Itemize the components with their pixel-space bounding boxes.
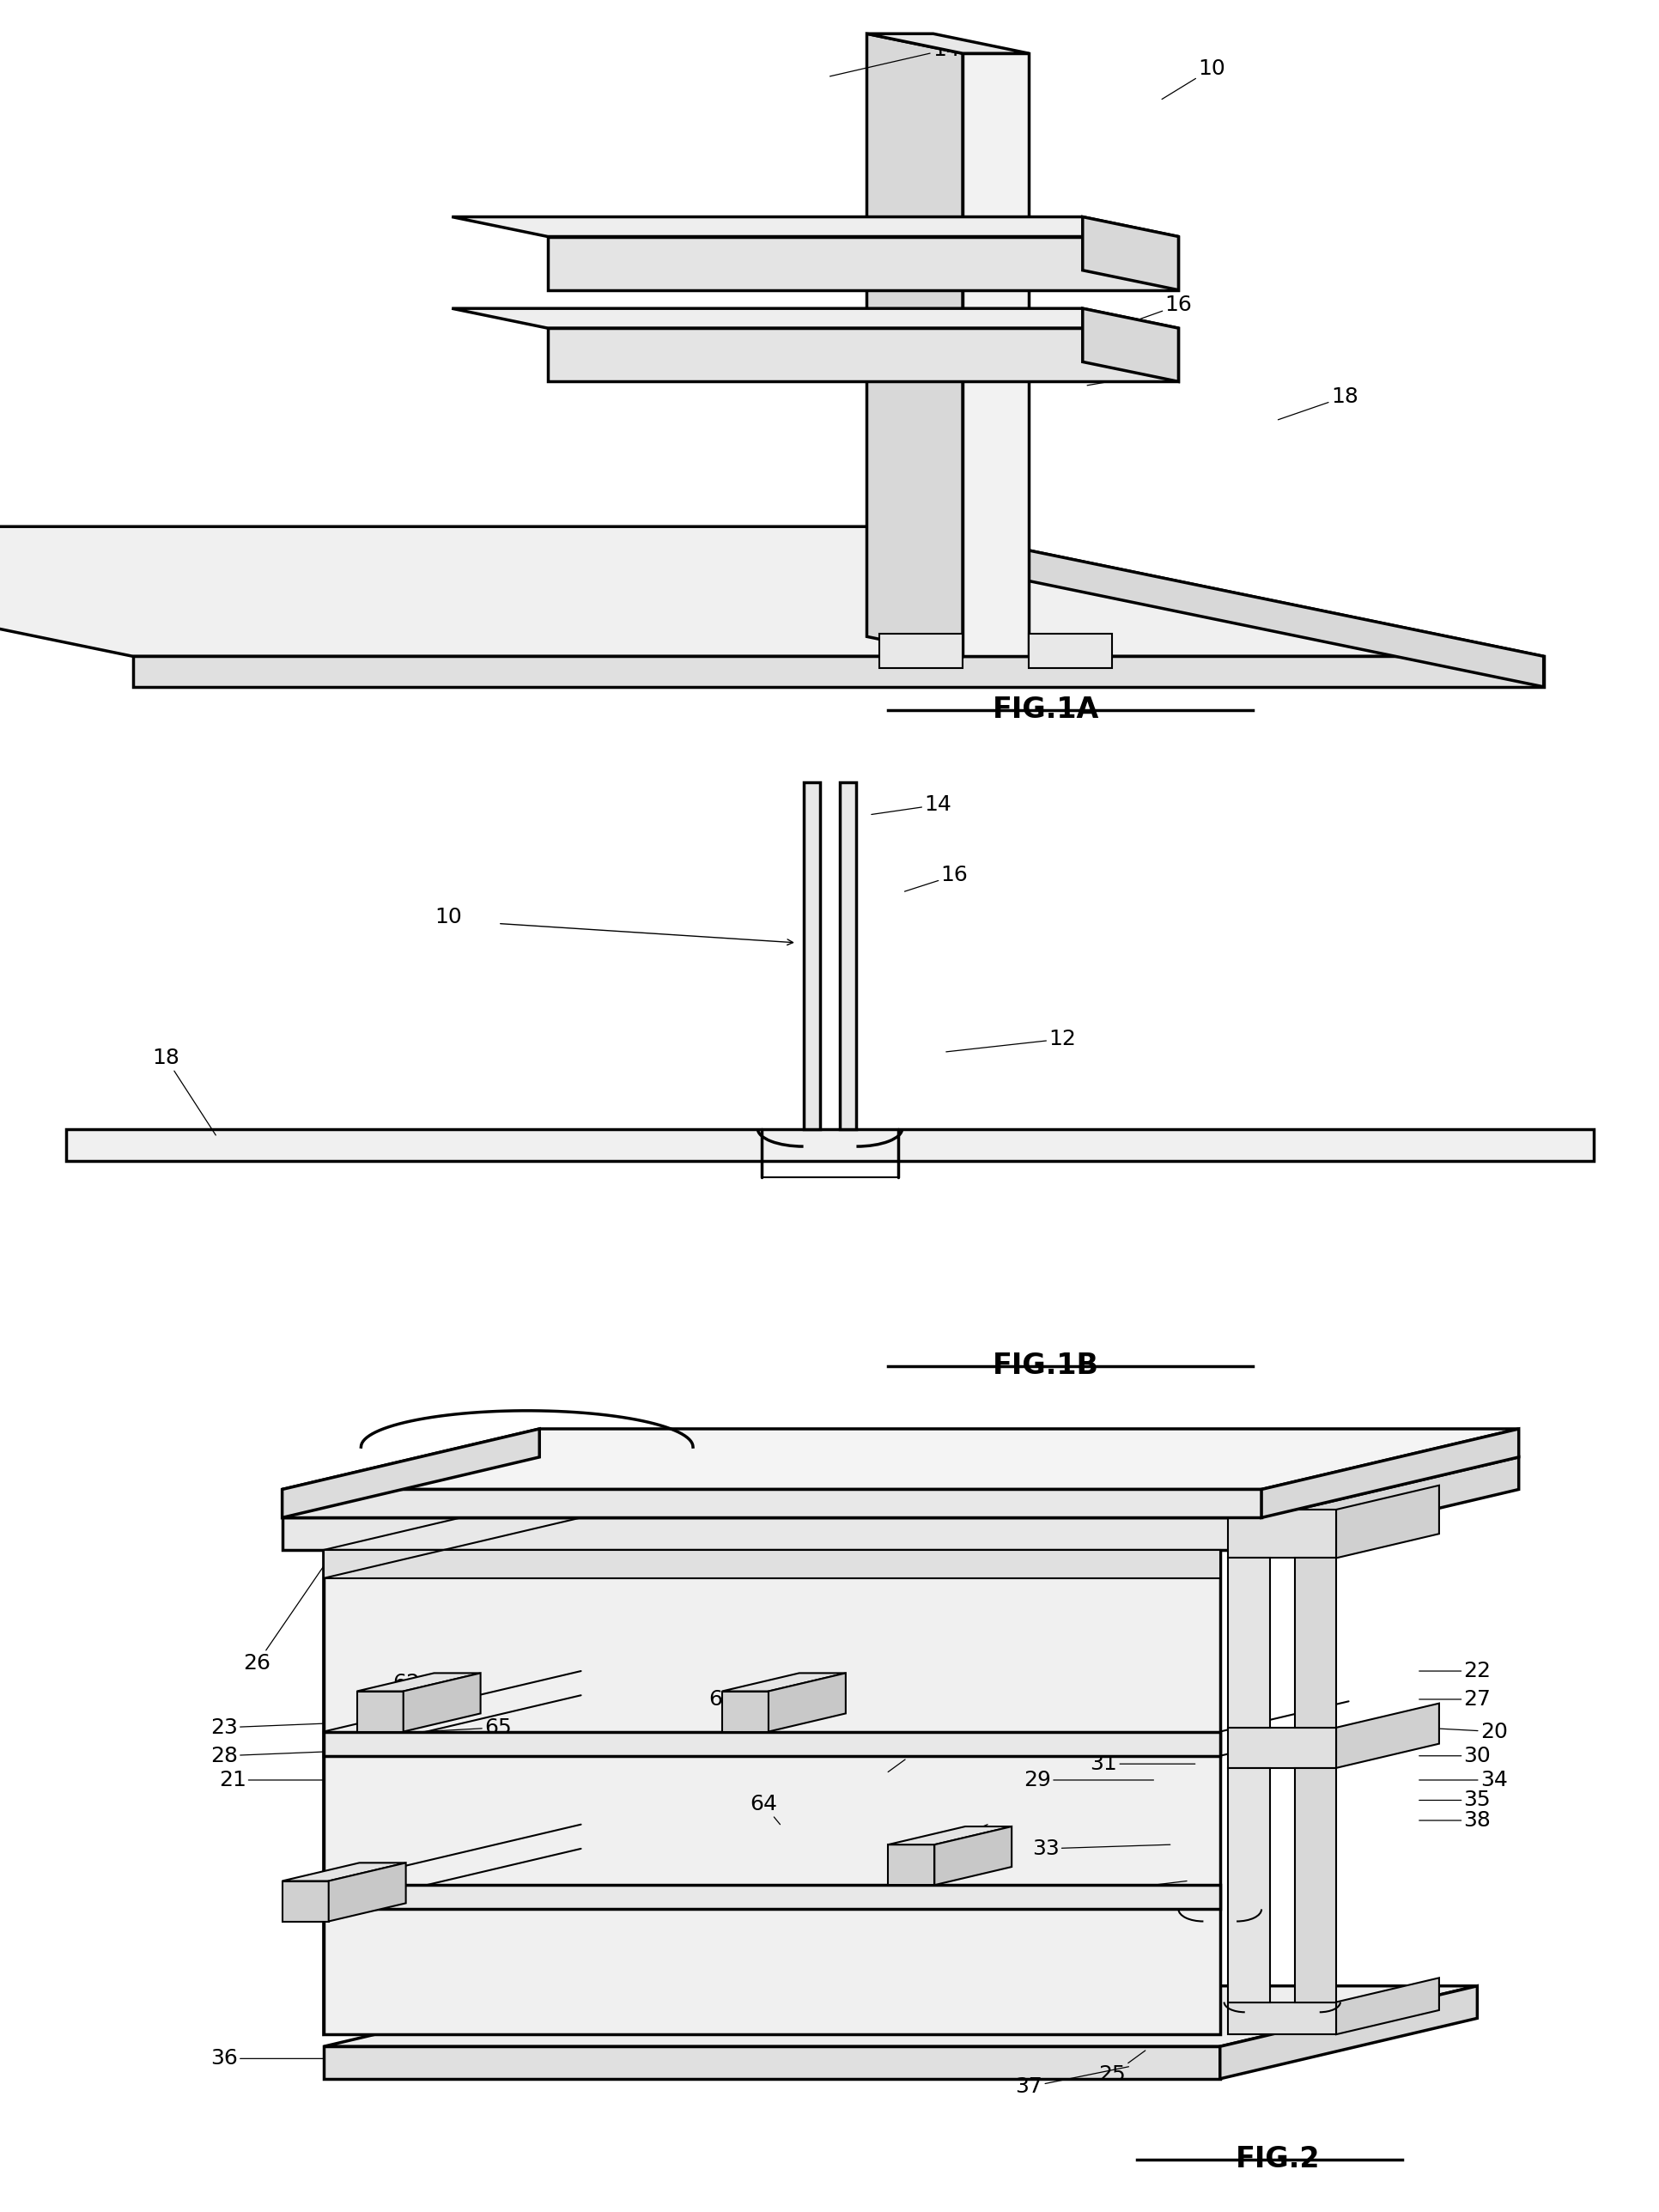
Text: 16: 16 xyxy=(904,865,967,891)
Text: 61: 61 xyxy=(708,1690,755,1723)
Text: 63: 63 xyxy=(924,1825,987,1856)
Polygon shape xyxy=(839,783,856,1128)
Polygon shape xyxy=(888,1827,1012,1845)
Polygon shape xyxy=(722,1672,846,1692)
Text: FIG.2: FIG.2 xyxy=(1236,2146,1319,2174)
Text: 28: 28 xyxy=(211,1745,324,1765)
Polygon shape xyxy=(282,1429,539,1517)
Polygon shape xyxy=(451,217,1178,237)
Polygon shape xyxy=(547,237,1178,290)
Text: 32: 32 xyxy=(1073,1880,1186,1902)
Polygon shape xyxy=(1261,1458,1518,1551)
Text: 35: 35 xyxy=(1418,1790,1490,1812)
Polygon shape xyxy=(803,783,820,1128)
Polygon shape xyxy=(962,53,1029,657)
Text: FIG.1A: FIG.1A xyxy=(992,695,1098,723)
Text: 33: 33 xyxy=(1032,1838,1170,1858)
Text: 14: 14 xyxy=(830,40,959,75)
Polygon shape xyxy=(1219,1986,1477,2079)
Text: 21: 21 xyxy=(219,1770,324,1790)
Polygon shape xyxy=(1294,1767,1335,2002)
Polygon shape xyxy=(912,526,1543,686)
Polygon shape xyxy=(66,1128,1593,1161)
Polygon shape xyxy=(1261,1429,1518,1517)
Polygon shape xyxy=(324,1551,1219,2035)
Polygon shape xyxy=(282,1458,1518,1517)
Polygon shape xyxy=(403,1672,481,1732)
Text: 65: 65 xyxy=(423,1717,511,1739)
Text: 31: 31 xyxy=(1090,1754,1194,1774)
Polygon shape xyxy=(324,1489,581,2035)
Polygon shape xyxy=(768,1672,846,1732)
Polygon shape xyxy=(324,1551,1219,1577)
Polygon shape xyxy=(1082,307,1178,383)
Text: 64: 64 xyxy=(750,1794,780,1825)
Text: FIG.1B: FIG.1B xyxy=(992,1352,1098,1380)
Text: 34: 34 xyxy=(1418,1770,1506,1790)
Polygon shape xyxy=(451,307,1178,327)
Polygon shape xyxy=(324,2046,1219,2079)
Text: 10: 10 xyxy=(435,907,461,927)
Polygon shape xyxy=(1335,1486,1438,1557)
Text: 14: 14 xyxy=(871,794,951,816)
Polygon shape xyxy=(1335,1703,1438,1767)
Text: 23: 23 xyxy=(211,1717,324,1739)
Polygon shape xyxy=(324,1885,1219,1909)
Polygon shape xyxy=(0,526,1543,657)
Polygon shape xyxy=(282,1880,328,1922)
Text: 36: 36 xyxy=(211,2048,324,2068)
Text: 62: 62 xyxy=(390,1672,420,1699)
Text: 58: 58 xyxy=(995,1511,1150,1551)
Polygon shape xyxy=(866,33,962,657)
Polygon shape xyxy=(1228,1557,1269,1728)
Text: 37: 37 xyxy=(1015,2066,1128,2097)
Text: 60: 60 xyxy=(888,1736,934,1772)
Polygon shape xyxy=(282,1863,405,1880)
Polygon shape xyxy=(1294,1557,1335,1728)
Polygon shape xyxy=(282,1517,1261,1551)
Polygon shape xyxy=(324,1986,1477,2046)
Polygon shape xyxy=(357,1692,403,1732)
Polygon shape xyxy=(324,1732,1219,1756)
Polygon shape xyxy=(1228,1728,1335,1767)
Text: 27: 27 xyxy=(1418,1690,1490,1710)
Polygon shape xyxy=(282,1429,1518,1489)
Text: 24: 24 xyxy=(415,1502,528,1524)
Polygon shape xyxy=(1228,1509,1335,1557)
Polygon shape xyxy=(1082,217,1178,290)
Text: 16: 16 xyxy=(1103,294,1191,332)
Text: 26: 26 xyxy=(244,1531,348,1672)
Text: 20: 20 xyxy=(1418,1721,1506,1741)
Polygon shape xyxy=(888,1845,934,1885)
Text: 29: 29 xyxy=(1024,1770,1153,1790)
Polygon shape xyxy=(1228,2002,1335,2035)
Polygon shape xyxy=(133,657,1543,686)
Polygon shape xyxy=(1228,1767,1269,2002)
Polygon shape xyxy=(357,1672,481,1692)
Text: 25: 25 xyxy=(1098,2051,1145,2086)
Text: 22: 22 xyxy=(1418,1661,1490,1681)
Text: 12: 12 xyxy=(946,1029,1075,1053)
Polygon shape xyxy=(879,633,962,668)
Polygon shape xyxy=(866,33,1029,53)
Polygon shape xyxy=(1029,633,1112,668)
Polygon shape xyxy=(722,1692,768,1732)
Text: 12: 12 xyxy=(1087,363,1166,385)
Polygon shape xyxy=(547,327,1178,383)
Polygon shape xyxy=(934,1827,1012,1885)
Text: 10: 10 xyxy=(1161,58,1224,100)
Polygon shape xyxy=(1335,1978,1438,2035)
Text: 30: 30 xyxy=(1418,1745,1490,1765)
Text: 18: 18 xyxy=(153,1048,216,1135)
Text: 18: 18 xyxy=(1277,387,1357,420)
Polygon shape xyxy=(328,1863,405,1922)
Polygon shape xyxy=(282,1489,1261,1517)
Text: 38: 38 xyxy=(1418,1809,1490,1832)
